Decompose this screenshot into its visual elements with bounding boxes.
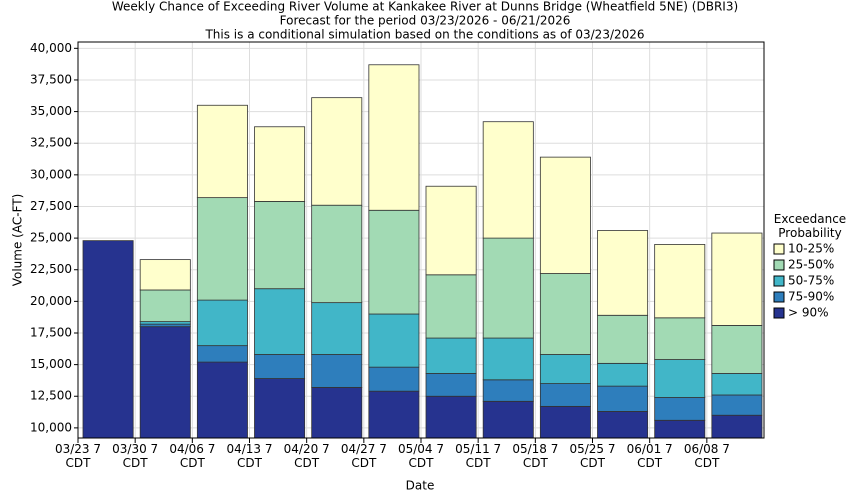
legend-swatch — [773, 291, 785, 303]
bar-segment — [482, 237, 534, 339]
bar-segment — [368, 313, 420, 368]
bar-segment — [311, 302, 363, 355]
x-axis-label: Date — [406, 479, 435, 493]
bar-segment — [311, 354, 363, 388]
bar-segment — [196, 345, 248, 363]
bar-segment — [711, 232, 763, 326]
bar-segment — [711, 373, 763, 396]
bar-segment — [254, 288, 306, 355]
bar-segment — [254, 201, 306, 290]
bar-segment — [254, 378, 306, 439]
x-tick-label: 05/25 7 CDT — [569, 442, 616, 470]
x-tick-label: 06/01 7 CDT — [626, 442, 673, 470]
bar-segment — [711, 324, 763, 374]
y-tick-label: 27,500 — [30, 199, 72, 213]
bar-segment — [482, 121, 534, 239]
bar-segment — [654, 419, 706, 439]
bar-segment — [196, 361, 248, 439]
plot-frame — [77, 41, 765, 439]
x-tick-label: 05/04 7 CDT — [397, 442, 445, 470]
legend-swatch — [773, 275, 785, 287]
y-tick-label: 30,000 — [30, 167, 72, 181]
bar-segment — [654, 244, 706, 319]
y-tick-label: 20,000 — [30, 294, 72, 308]
bar-segment — [654, 359, 706, 398]
chart-title: Weekly Chance of Exceeding River Volume … — [112, 0, 738, 14]
x-tick-label: 04/06 7 CDT — [169, 442, 216, 470]
bar-segment — [196, 104, 248, 199]
bar-segment — [597, 362, 649, 387]
bar-segment — [539, 405, 591, 439]
x-tick-label: 05/11 7 CDT — [455, 442, 502, 470]
x-tick-label: 04/13 7 CDT — [226, 442, 273, 470]
y-tick-label: 10,000 — [30, 420, 72, 434]
bar-segment — [482, 337, 534, 381]
bar-segment — [311, 204, 363, 304]
bar-segment — [368, 209, 420, 315]
bar-segment — [539, 383, 591, 407]
bar-segment — [311, 97, 363, 206]
bar-segment — [711, 414, 763, 439]
x-tick-label: 04/27 7 CDT — [340, 442, 387, 470]
x-tick-label: 03/30 7 CDT — [112, 442, 159, 470]
bar-segment — [425, 274, 477, 339]
bar-segment — [597, 230, 649, 316]
x-tick-label: 04/20 7 CDT — [283, 442, 330, 470]
bar-segment — [139, 289, 191, 323]
bar-segment — [368, 366, 420, 392]
bar-segment — [711, 394, 763, 416]
y-tick-label: 32,500 — [30, 136, 72, 150]
bar-segment — [597, 314, 649, 364]
bar-segment — [539, 273, 591, 355]
bar-segment — [82, 240, 134, 439]
legend-label: 50-75% — [788, 274, 834, 288]
bar-segment — [139, 326, 191, 439]
y-tick-label: 35,000 — [30, 104, 72, 118]
chart-subtitle: Forecast for the period 03/23/2026 - 06/… — [280, 14, 571, 28]
bar-segment — [425, 185, 477, 276]
bar-segment — [425, 337, 477, 374]
legend-label: 25-50% — [788, 258, 834, 272]
bar-segment — [254, 126, 306, 202]
y-tick-label: 40,000 — [30, 41, 72, 55]
bar-segment — [368, 390, 420, 439]
legend-title: Exceedance Probability — [773, 212, 847, 240]
bar-segment — [597, 411, 649, 439]
y-tick-label: 22,500 — [30, 262, 72, 276]
bar-segment — [425, 373, 477, 397]
bar-segment — [139, 259, 191, 291]
y-tick-label: 15,000 — [30, 357, 72, 371]
bar-segment — [654, 317, 706, 360]
bar-segment — [425, 395, 477, 439]
bar-segment — [482, 379, 534, 402]
bar-segment — [539, 354, 591, 384]
y-tick-label: 37,500 — [30, 72, 72, 86]
y-tick-label: 25,000 — [30, 231, 72, 245]
x-tick-label: 05/18 7 CDT — [512, 442, 559, 470]
legend-swatch — [773, 307, 785, 319]
x-tick-label: 03/23 7 CDT — [54, 442, 102, 470]
y-tick-label: 17,500 — [30, 325, 72, 339]
legend-label: 75-90% — [788, 290, 834, 304]
y-tick-label: 12,500 — [30, 389, 72, 403]
legend-swatch — [773, 243, 785, 255]
chart-note: This is a conditional simulation based o… — [204, 28, 644, 42]
bar-segment — [196, 299, 248, 347]
bar-segment — [311, 386, 363, 439]
bar-segment — [597, 385, 649, 412]
legend-label: 10-25% — [788, 242, 834, 256]
bar-segment — [482, 400, 534, 439]
y-axis-label: Volume (AC-FT) — [11, 194, 25, 287]
legend-swatch — [773, 259, 785, 271]
bar-segment — [368, 64, 420, 211]
bar-segment — [654, 397, 706, 421]
legend-label: > 90% — [788, 306, 829, 320]
x-tick-label: 06/08 7 CDT — [683, 442, 730, 470]
bar-segment — [254, 354, 306, 379]
bar-segment — [196, 197, 248, 301]
bar-segment — [539, 156, 591, 274]
